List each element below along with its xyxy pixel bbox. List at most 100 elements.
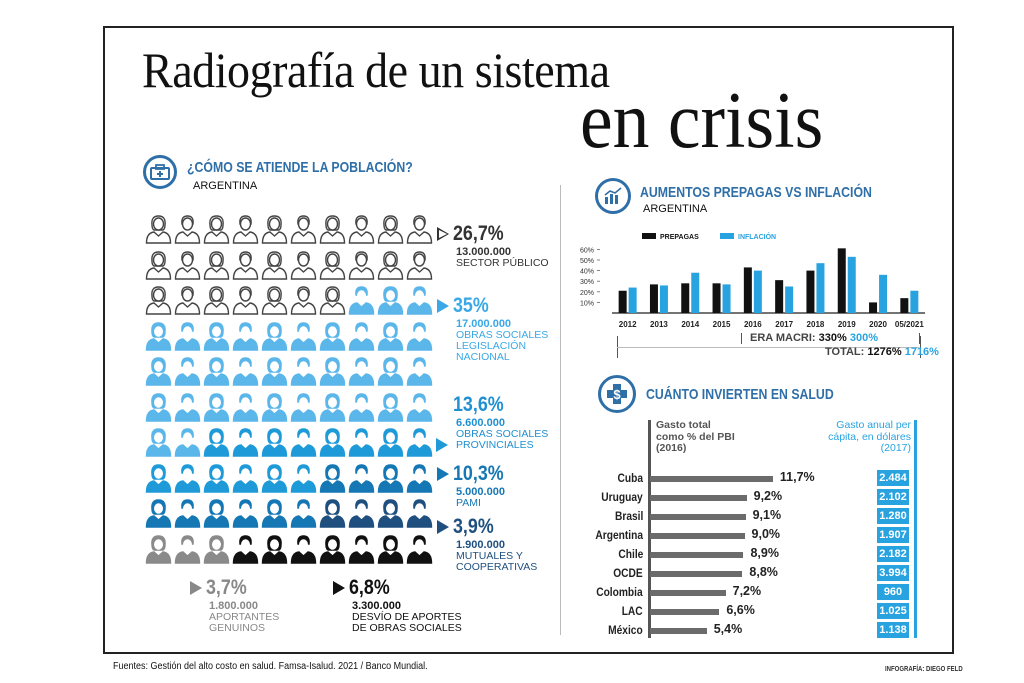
person-icon xyxy=(406,497,433,528)
gdp-share-value: 6,6% xyxy=(726,603,755,617)
person-icon xyxy=(203,497,230,528)
gdp-share-bar xyxy=(650,609,720,615)
pointer-triangle-icon xyxy=(436,438,448,452)
person-icon xyxy=(145,426,172,457)
gdp-share-bar xyxy=(650,476,773,482)
x-tick-label: 2013 xyxy=(650,320,668,329)
person-icon xyxy=(232,426,259,457)
person-icon xyxy=(406,284,433,315)
person-icon xyxy=(319,497,346,528)
person-icon xyxy=(174,462,201,493)
country-row: Uruguay 9,2% 2.102 xyxy=(580,488,940,507)
stat-percentage: 3,7% xyxy=(206,576,247,599)
stat-percentage: 13,6% xyxy=(453,393,504,416)
person-icon xyxy=(348,213,375,244)
person-icon xyxy=(261,213,288,244)
person-icon xyxy=(290,497,317,528)
person-icon xyxy=(348,249,375,280)
person-icon xyxy=(232,213,259,244)
y-tick-label: 50% xyxy=(580,258,594,265)
gdp-share-value: 9,2% xyxy=(753,489,783,503)
x-tick-label: 2020 xyxy=(869,320,887,329)
country-row: Cuba 11,7% 2.484 xyxy=(580,469,940,488)
person-icon xyxy=(232,284,259,315)
person-icon xyxy=(319,320,346,351)
stat-population: 13.000.000 xyxy=(456,246,512,258)
stat-label: PAMI xyxy=(456,497,481,509)
population-stat: 35% 17.000.000 OBRAS SOCIALES LEGISLACIÓN NA… xyxy=(437,294,548,363)
population-stat: 3,7% 1.800.000 APORTANTES GENUINOS xyxy=(190,576,279,634)
x-tick-label: 2017 xyxy=(775,320,793,329)
gdp-share-bar xyxy=(650,590,726,596)
x-tick-label: 05/2021 xyxy=(895,320,924,329)
person-icon xyxy=(261,497,288,528)
bar-prepagas xyxy=(775,280,784,313)
stat-label: GENUINOS xyxy=(209,622,266,634)
x-tick-label: 2019 xyxy=(838,320,856,329)
person-icon xyxy=(145,533,172,564)
gdp-share-value: 5,4% xyxy=(713,622,743,636)
country-label: Cuba xyxy=(617,471,644,485)
stat-label: DE OBRAS SOCIALES xyxy=(352,622,462,634)
x-tick-label: 2014 xyxy=(681,320,699,329)
x-tick-label: 2016 xyxy=(744,320,762,329)
person-icon xyxy=(203,426,230,457)
person-icon xyxy=(145,320,172,351)
person-icon xyxy=(261,355,288,386)
person-icon xyxy=(377,249,404,280)
person-icon xyxy=(174,426,201,457)
col2-header-line: cápita, en dólares xyxy=(828,430,911,443)
gdp-share-bar xyxy=(650,514,746,520)
gdp-share-bar xyxy=(650,495,747,501)
pointer-triangle-icon xyxy=(437,227,449,241)
person-icon xyxy=(145,213,172,244)
bar-inflacion xyxy=(879,274,888,313)
sources-note: Fuentes: Gestión del alto costo en salud… xyxy=(113,661,428,672)
inversion-heading: CUÁNTO INVIERTEN EN SALUD xyxy=(646,386,834,403)
gdp-share-bar xyxy=(650,571,743,577)
person-icon xyxy=(145,497,172,528)
person-icon xyxy=(319,284,346,315)
person-icon xyxy=(377,497,404,528)
person-icon xyxy=(290,355,317,386)
per-capita-value: 1.138 xyxy=(877,622,909,638)
country-label: LAC xyxy=(622,604,643,618)
person-icon xyxy=(261,462,288,493)
stat-percentage: 35% xyxy=(453,294,489,317)
person-icon xyxy=(377,426,404,457)
bar-inflacion xyxy=(691,272,700,313)
prepagas-inflation-chart: 10% 20% 30% 40% 50% 60% 2012 2013 2014 2015 2016 20… xyxy=(580,232,925,329)
y-tick-label: 60% xyxy=(580,247,594,254)
population-stat: 6,8% 3.300.000 DESVÍO DE APORTES DE OBRAS S… xyxy=(333,576,462,634)
col2-header-line: (2017) xyxy=(880,442,911,454)
col1-rule xyxy=(648,420,651,638)
person-icon xyxy=(348,533,375,564)
bar-prepagas xyxy=(900,298,909,313)
total-bracket-line xyxy=(617,347,919,348)
col2-rule xyxy=(914,420,917,638)
person-icon xyxy=(406,462,433,493)
stat-label: MUTUALES Y xyxy=(456,550,523,562)
person-icon xyxy=(203,533,230,564)
stat-label: LEGISLACIÓN xyxy=(456,340,527,352)
person-icon xyxy=(406,391,433,422)
country-label: Colombia xyxy=(596,585,643,599)
person-icon xyxy=(290,426,317,457)
gdp-share-value: 7,2% xyxy=(732,584,762,598)
person-icon xyxy=(232,320,259,351)
gdp-share-bar xyxy=(650,533,745,539)
person-icon xyxy=(232,249,259,280)
bar-inflacion xyxy=(628,287,637,313)
pointer-triangle-icon xyxy=(333,581,345,595)
stat-percentage: 6,8% xyxy=(349,576,390,599)
per-capita-value: 1.907 xyxy=(877,527,909,543)
credit-note: INFOGRAFÍA: DIEGO FELD xyxy=(885,664,963,673)
era-prepagas-value: 330% xyxy=(818,332,847,344)
person-icon xyxy=(406,320,433,351)
gdp-share-value: 8,9% xyxy=(750,546,779,560)
bar-prepagas xyxy=(618,290,627,313)
person-icon xyxy=(377,462,404,493)
bar-prepagas xyxy=(806,270,815,313)
bar-prepagas xyxy=(712,283,721,313)
y-tick-label: 20% xyxy=(580,290,594,297)
